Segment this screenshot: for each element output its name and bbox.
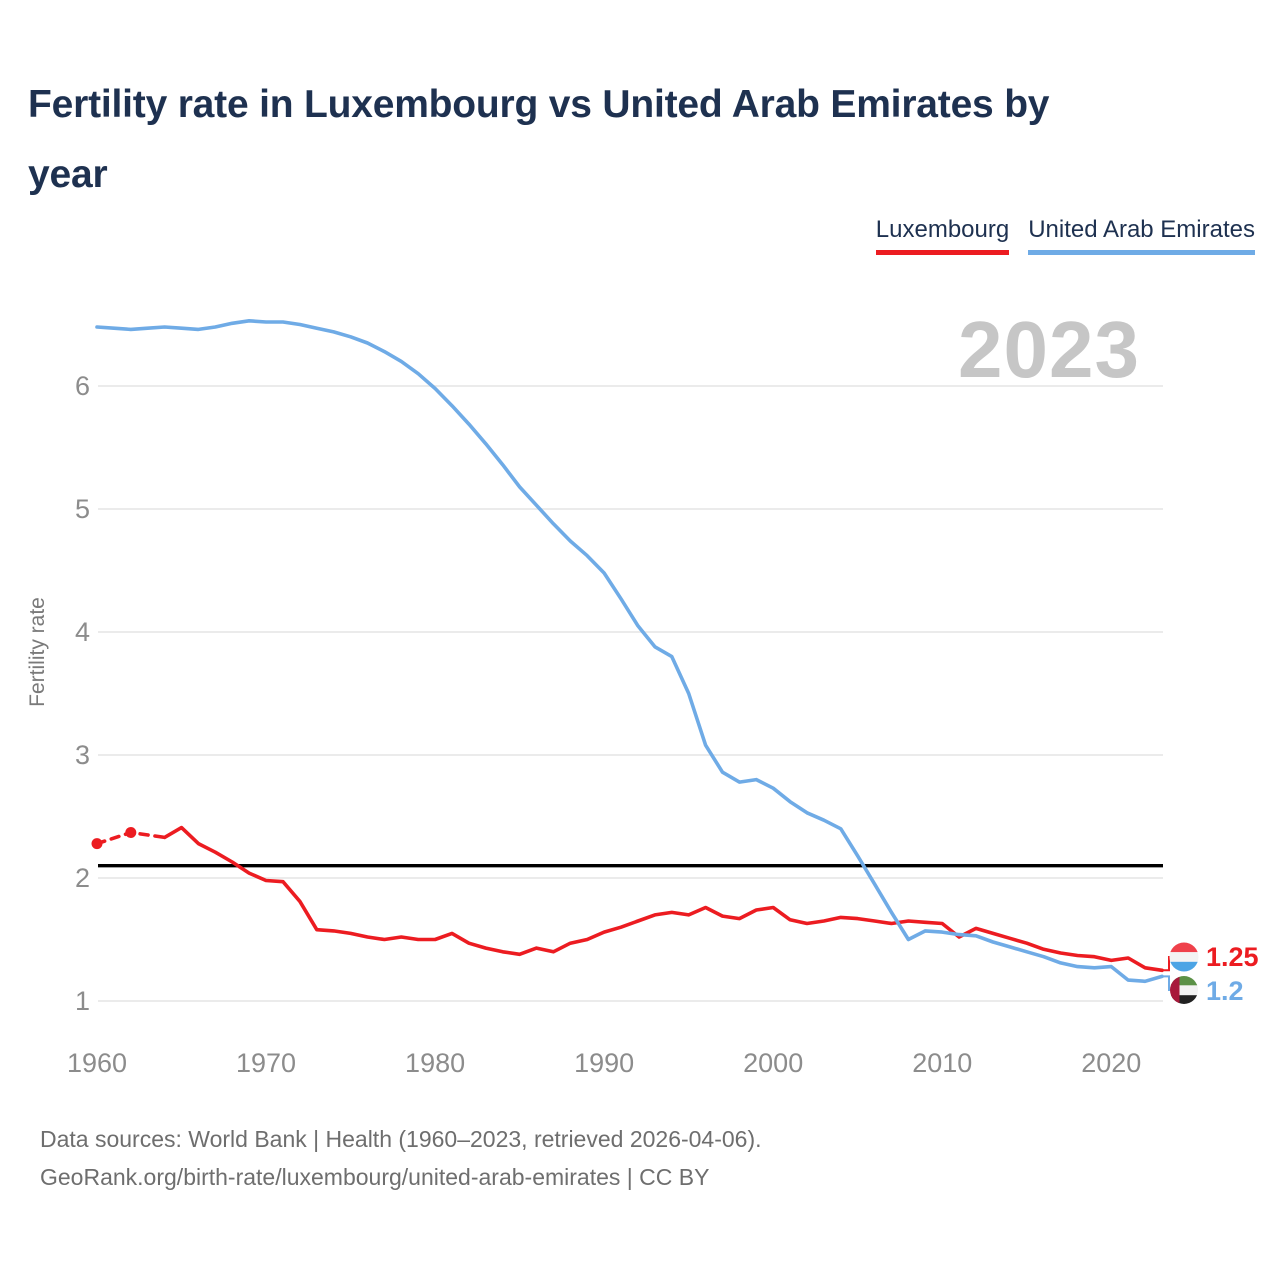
page-title-line1: Fertility rate in Luxembourg vs United A… (28, 83, 1050, 126)
footer: Data sources: World Bank | Health (1960–… (40, 1120, 762, 1196)
x-tick-1980: 1980 (405, 1048, 465, 1078)
y-tick-2: 2 (75, 863, 90, 893)
luxembourg-end-value: 1.25 (1206, 942, 1259, 972)
footer-data-sources: Data sources: World Bank | Health (1960–… (40, 1126, 762, 1152)
luxembourg-flag-icon (1169, 942, 1199, 972)
gridlines (98, 385, 1163, 1002)
data-point-marker-1960 (91, 838, 103, 850)
x-tick-1960: 1960 (67, 1048, 127, 1078)
united-arab-emirates-flag-icon (1170, 976, 1198, 1004)
y-tick-5: 5 (75, 494, 90, 524)
y-tick-6: 6 (75, 371, 90, 401)
y-tick-labels: 1 2 3 4 5 6 (75, 371, 90, 1016)
page-title-line2: year (28, 153, 108, 196)
legend-item-luxembourg[interactable]: Luxembourg (875, 216, 1010, 255)
chart-legend: Luxembourg United Arab Emirates (875, 216, 1255, 255)
watermark-year: 2023 (958, 305, 1140, 394)
series-line-2 (95, 318, 1164, 984)
legend-item-united-arab-emirates[interactable]: United Arab Emirates (1028, 216, 1255, 255)
fertility-chart: 2023 1 2 3 4 5 6 1960 1970 1980 1990 2000 2010 2020… (26, 260, 1259, 1078)
chart-plot-area[interactable] (98, 260, 1163, 1060)
data-point-marker-1962 (125, 827, 137, 838)
x-tick-1990: 1990 (574, 1048, 634, 1078)
series-line-1 (162, 825, 1164, 973)
footer-attribution: GeoRank.org/birth-rate/luxembourg/united… (40, 1164, 710, 1190)
x-tick-labels: 1960 1970 1980 1990 2000 2010 2020 (67, 1048, 1141, 1078)
united-arab-emirates-end-value: 1.2 (1206, 976, 1244, 1006)
y-tick-3: 3 (75, 740, 90, 770)
x-tick-2000: 2000 (743, 1048, 803, 1078)
page-title: Fertility rate in Luxembourg vs United A… (28, 70, 1208, 210)
x-tick-2010: 2010 (912, 1048, 972, 1078)
y-axis-title: Fertility rate (26, 597, 49, 707)
x-tick-2020: 2020 (1081, 1048, 1141, 1078)
x-tick-1970: 1970 (236, 1048, 296, 1078)
y-tick-4: 4 (75, 617, 90, 647)
data-series (91, 318, 1164, 984)
y-tick-1: 1 (75, 986, 90, 1016)
